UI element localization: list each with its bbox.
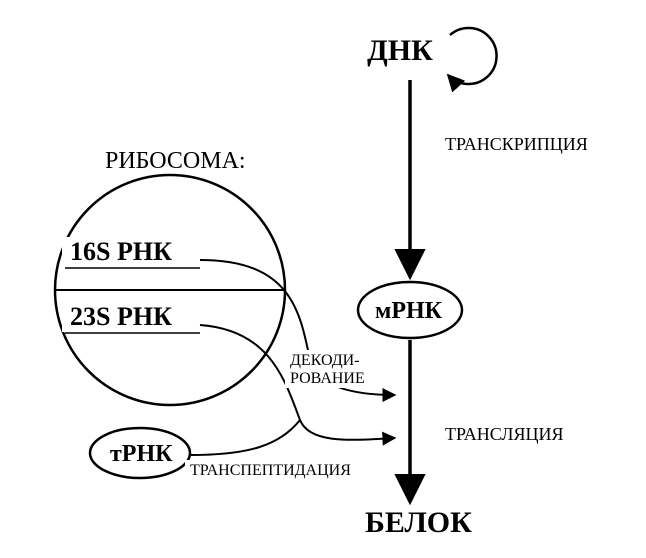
label-decoding-1: ДЕКОДИ- [290,352,360,369]
ribosome-title: РИБОСОМА: [105,148,246,174]
edge-trna-transpep [190,420,300,455]
protein-node: БЕЛОК [365,506,472,539]
mrna-node: мРНК [375,298,443,324]
label-decoding-2: РОВАНИЕ [290,370,365,387]
r16s-node: 16S РНК [70,237,172,266]
r23s-node: 23S РНК [70,302,172,331]
label-translation: ТРАНСЛЯЦИЯ [445,424,563,444]
central-dogma-diagram: ДНК ТРАНСКРИПЦИЯ РИБОСОМА: 16S РНК 23S Р… [0,0,646,558]
label-transpeptidation: ТРАНСПЕПТИДАЦИЯ [190,462,351,479]
label-transcription: ТРАНСКРИПЦИЯ [445,134,588,154]
dna-self-loop [448,28,497,84]
dna-node: ДНК [367,34,433,67]
trna-node: тРНК [110,441,173,467]
